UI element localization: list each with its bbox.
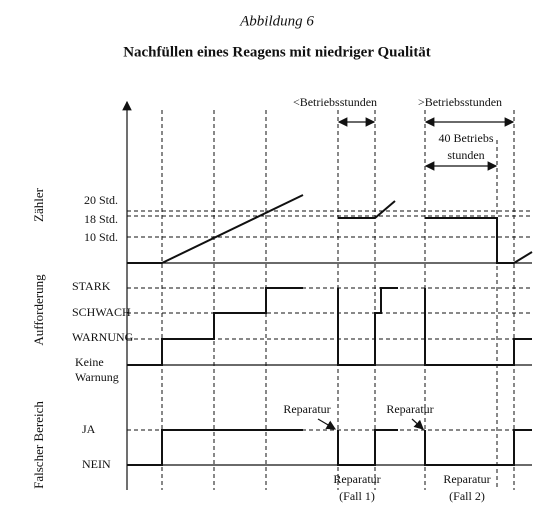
panel-label: Aufforderung [31, 274, 46, 346]
range-trace [127, 429, 532, 466]
annotation-arrow [411, 418, 424, 430]
annotation: Reparatur [283, 402, 330, 416]
annotation: Reparatur [386, 402, 433, 416]
interval-label: <Betriebsstunden [293, 95, 377, 109]
case-label: Reparatur [443, 472, 490, 486]
level-label: SCHWACH [72, 305, 131, 319]
counter-trace [127, 194, 533, 264]
level-label: 10 Std. [84, 230, 118, 244]
level-label: Warnung [75, 370, 119, 384]
annotation-arrow [317, 418, 337, 430]
level-label: Keine [75, 355, 104, 369]
case-label: Reparatur [333, 472, 380, 486]
request-trace [127, 287, 532, 366]
interval-label: stunden [447, 148, 484, 162]
panel-label: Zähler [31, 187, 46, 222]
level-label: WARNUNG [72, 330, 134, 344]
interval-label: 40 Betriebs [439, 131, 494, 145]
level-label: NEIN [82, 457, 111, 471]
case-label: (Fall 2) [449, 489, 485, 503]
level-label: STARK [72, 279, 111, 293]
level-label: 18 Std. [84, 212, 118, 226]
interval-label: >Betriebsstunden [418, 95, 502, 109]
level-label: JA [82, 422, 96, 436]
figure-title: Nachfüllen eines Reagens mit niedriger Q… [123, 44, 431, 60]
figure-label: Abbildung 6 [239, 13, 314, 29]
panel-label: Falscher Bereich [31, 401, 46, 489]
level-lines [127, 210, 532, 431]
level-label: 20 Std. [84, 193, 118, 207]
case-label: (Fall 1) [339, 489, 375, 503]
